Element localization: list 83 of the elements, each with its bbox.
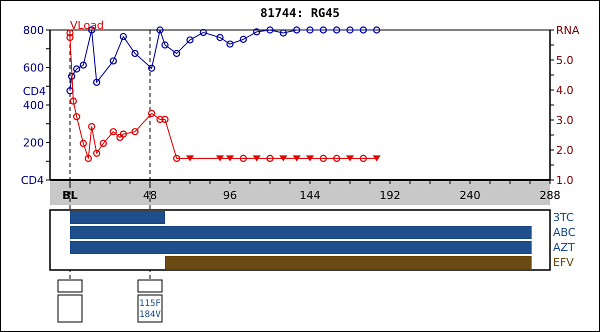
point [360,26,367,34]
point [292,155,301,162]
y-tick-label: 3TC [553,211,574,224]
point [110,128,117,136]
point [333,154,340,162]
point [306,155,314,162]
point [266,154,274,162]
point [333,26,340,34]
x-tick-label: 192 [380,189,400,202]
x-tick-label: BL [62,189,78,202]
point [84,154,92,162]
point [280,29,287,37]
point [360,154,367,162]
point [156,26,164,34]
y-tick-label: EFV [553,256,574,269]
y2-tick-label: 2.0 [556,144,574,157]
point [131,128,139,136]
y-tick-label: 400 [23,99,44,112]
point [186,36,194,44]
point [216,155,224,162]
point [66,87,74,94]
point [116,134,124,141]
y2-tick-label: 1.0 [556,174,574,187]
point [80,140,87,147]
y-tick-label: 800 [23,24,44,37]
point [173,154,180,162]
series-label: VLoad [70,19,104,32]
point [110,57,117,65]
point [279,155,288,162]
point [372,155,381,162]
point [73,65,80,73]
point [346,26,354,34]
point [80,61,87,69]
point [68,72,76,80]
y2-tick-label: 3.0 [556,114,574,127]
text: 115F 184V [139,299,162,320]
point [148,64,156,72]
y-tick-label: CD4 [20,174,44,187]
y2-tick-label: RNA [556,24,580,37]
point [66,34,74,42]
point [293,26,300,34]
point [120,130,127,138]
point [88,123,96,130]
point [73,113,80,120]
x-tick-label: 144 [300,189,320,202]
point [226,40,234,48]
y-tick-label: 600 [23,62,44,74]
point [320,26,327,34]
point [161,116,169,123]
point [306,26,314,34]
point [200,28,207,36]
point [373,26,380,34]
point [156,116,164,123]
point [240,36,247,43]
point [253,28,260,36]
y-tick-label: AZT [553,241,576,254]
point [100,140,107,147]
point [216,34,224,42]
point [93,78,100,86]
point [148,110,156,117]
point [66,29,74,37]
point [266,26,274,34]
point [346,155,354,162]
x-tick-label: 240 [460,189,480,202]
point [320,154,327,162]
point [131,50,139,58]
y2-tick-label: 5.0 [556,54,574,67]
point [240,154,247,162]
point [70,98,77,105]
y-tick-label: 200 [23,136,44,150]
point [226,155,234,162]
x-tick-label: 48 [143,189,157,202]
x-tick-label: 96 [223,189,237,202]
point [93,150,100,157]
chart-title: 81744: RG45 [260,6,340,20]
point [252,155,261,162]
y-tick-label: ABC [553,226,576,239]
point [173,50,180,58]
point [186,155,194,162]
point [161,41,169,49]
x-tick-label: 288 [540,189,560,202]
point [120,32,127,40]
y2-tick-label: 4.0 [556,84,574,97]
